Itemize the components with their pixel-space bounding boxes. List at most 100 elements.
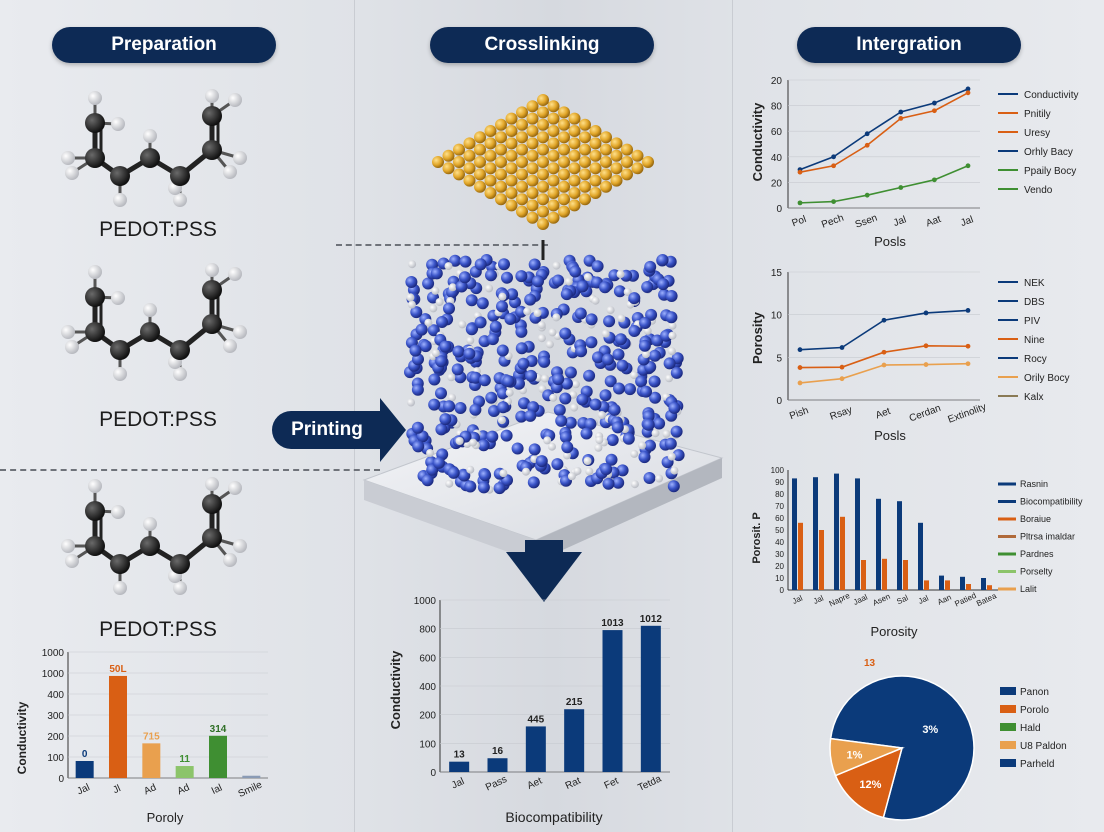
y-tick-label: 20 — [775, 562, 784, 571]
blue-atom — [496, 300, 508, 313]
pie-outer-label: 13 — [864, 658, 876, 669]
y-tick-label: 90 — [775, 478, 784, 487]
x-tick-label: Jal — [917, 593, 930, 606]
white-atom — [642, 350, 650, 359]
white-atom — [573, 467, 582, 475]
x-tick-label: Ad — [176, 782, 192, 797]
pie-label: 1% — [846, 749, 862, 761]
blue-atom — [419, 340, 432, 353]
gold-atom — [537, 193, 549, 206]
blue-atom — [639, 317, 652, 329]
gold-atom — [505, 199, 518, 212]
bc-ylabel: Conductivity — [388, 650, 403, 729]
gold-atom — [484, 174, 497, 187]
data-label: 11 — [179, 754, 190, 765]
legend-entry: PIV — [1024, 316, 1040, 327]
series-point — [923, 310, 929, 316]
white-atom — [549, 393, 558, 402]
bar — [449, 761, 470, 772]
series-point — [797, 200, 803, 206]
blue-atom — [613, 382, 625, 395]
series-point — [932, 100, 937, 106]
gold-atom — [442, 149, 455, 162]
y-tick-label: 0 — [430, 768, 436, 779]
white-atom — [585, 467, 594, 476]
carbon-atom — [170, 554, 190, 574]
bar — [960, 576, 965, 590]
series-line — [799, 92, 969, 173]
blue-atom — [433, 456, 445, 469]
x-tick-label: Cerdan — [908, 403, 943, 425]
gold-atom — [547, 137, 560, 150]
gold-atom — [484, 137, 497, 150]
blue-atom — [613, 285, 626, 298]
white-atom — [552, 313, 561, 322]
legend-entry: NEK — [1024, 278, 1045, 289]
blue-atom — [515, 305, 528, 318]
hydrogen-atom — [113, 581, 127, 595]
white-atom — [485, 284, 494, 293]
gold-atom — [558, 168, 570, 181]
blue-atom — [599, 281, 611, 294]
blue-atom — [648, 375, 661, 388]
gold-atom — [579, 180, 591, 193]
blue-atom — [643, 472, 656, 484]
blue-atom — [608, 403, 621, 416]
white-atom — [407, 300, 416, 309]
gold-atom — [505, 162, 518, 175]
white-atom — [466, 465, 475, 474]
blue-atom — [469, 403, 482, 416]
white-atom — [505, 388, 514, 397]
gold-atom — [568, 174, 581, 187]
blue-atom — [477, 439, 490, 452]
blue-atom — [409, 344, 422, 357]
blue-atom — [455, 280, 468, 293]
pedot-molecule-2 — [61, 263, 247, 381]
white-atom — [444, 262, 453, 271]
white-atom — [668, 321, 677, 330]
white-atom — [595, 436, 604, 445]
y-tick-label: 1000 — [42, 648, 65, 659]
gold-atom — [589, 187, 602, 199]
white-atom — [616, 270, 625, 279]
gold-atom — [589, 137, 602, 150]
carbon-atom — [140, 148, 160, 168]
carbon-atom — [110, 340, 130, 360]
blue-atom — [561, 441, 574, 454]
hydrogen-atom — [65, 554, 79, 568]
gold-atom — [516, 193, 528, 206]
blue-atom — [428, 398, 441, 411]
gold-atom — [463, 137, 476, 150]
bar — [819, 530, 824, 590]
platform-left-edge — [364, 480, 536, 562]
blue-atom — [576, 393, 589, 406]
blue-atom — [559, 392, 572, 405]
y-tick-label: 0 — [776, 204, 782, 215]
bl-ylabel: Conductivity — [15, 701, 29, 774]
x-tick-label: Pass — [484, 774, 509, 793]
blue-atom — [411, 421, 424, 434]
gold-atom — [484, 187, 497, 199]
bar — [876, 498, 881, 590]
blue-atom — [663, 357, 676, 370]
blue-atom — [649, 391, 662, 404]
series-line — [799, 165, 969, 204]
gold-atom — [537, 168, 549, 181]
y-tick-label: 20 — [771, 178, 783, 189]
series-point — [864, 192, 870, 198]
gold-atom — [526, 199, 539, 212]
gold-atom — [547, 149, 560, 162]
y-tick-label: 0 — [58, 774, 64, 785]
y-tick-label: 10 — [775, 574, 784, 583]
legend-entry: Panon — [1020, 687, 1049, 698]
x-tick-label: Sal — [895, 593, 909, 606]
gold-atom — [610, 149, 623, 162]
blue-atom — [551, 458, 564, 471]
hydrogen-atom — [233, 325, 247, 339]
bar — [966, 584, 971, 590]
gold-atom — [474, 156, 486, 168]
gold-atom — [568, 199, 581, 212]
white-atom — [570, 403, 579, 412]
gold-atom — [505, 137, 518, 150]
gold-atom — [474, 168, 486, 181]
